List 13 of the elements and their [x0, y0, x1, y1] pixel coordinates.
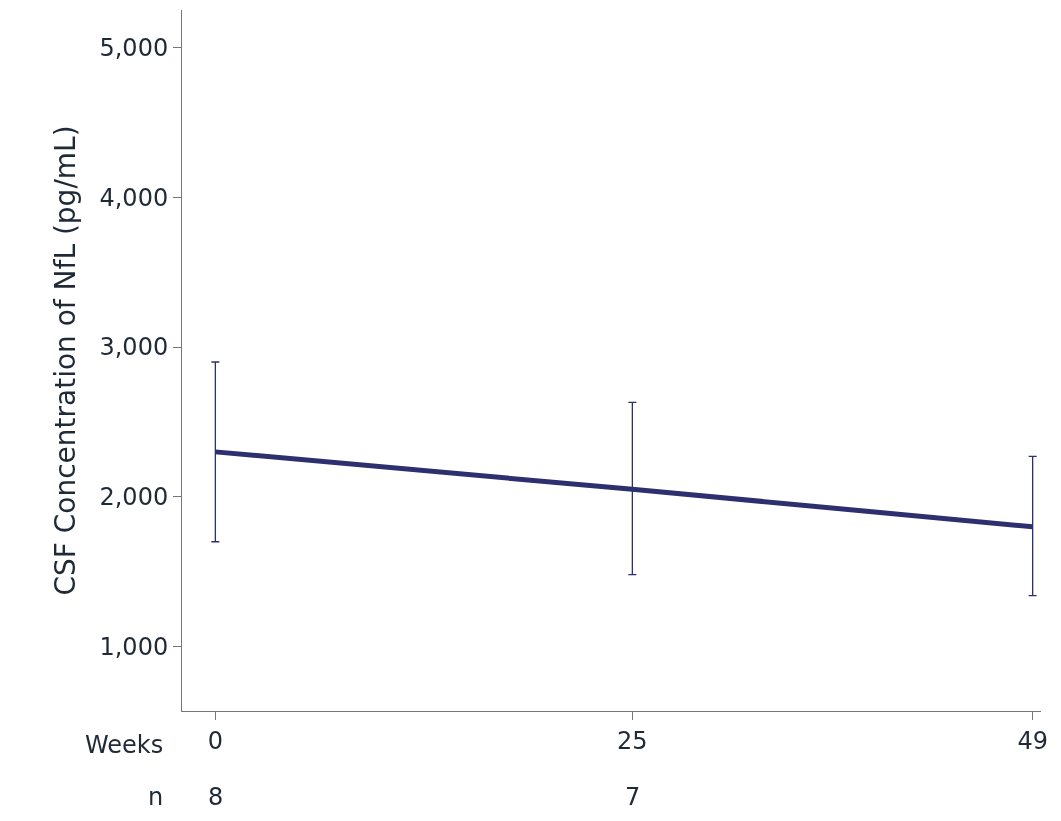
y-tick-label: 2,000 [99, 483, 169, 512]
y-axis-title: CSF Concentration of NfL (pg/mL) [49, 125, 83, 596]
text: Weeks [85, 731, 164, 759]
text: 7 [625, 783, 641, 811]
text: n [148, 783, 164, 811]
y-tick-label: 1,000 [99, 632, 169, 661]
x-tick-label: 25 [617, 726, 648, 755]
x-tick-label: 49 [1017, 726, 1048, 755]
text: 8 [208, 783, 224, 811]
x-tick-label: 0 [207, 726, 223, 755]
y-tick-label: 4,000 [99, 183, 169, 212]
y-tick-label: 3,000 [99, 333, 169, 362]
y-tick-label: 5,000 [99, 33, 169, 62]
